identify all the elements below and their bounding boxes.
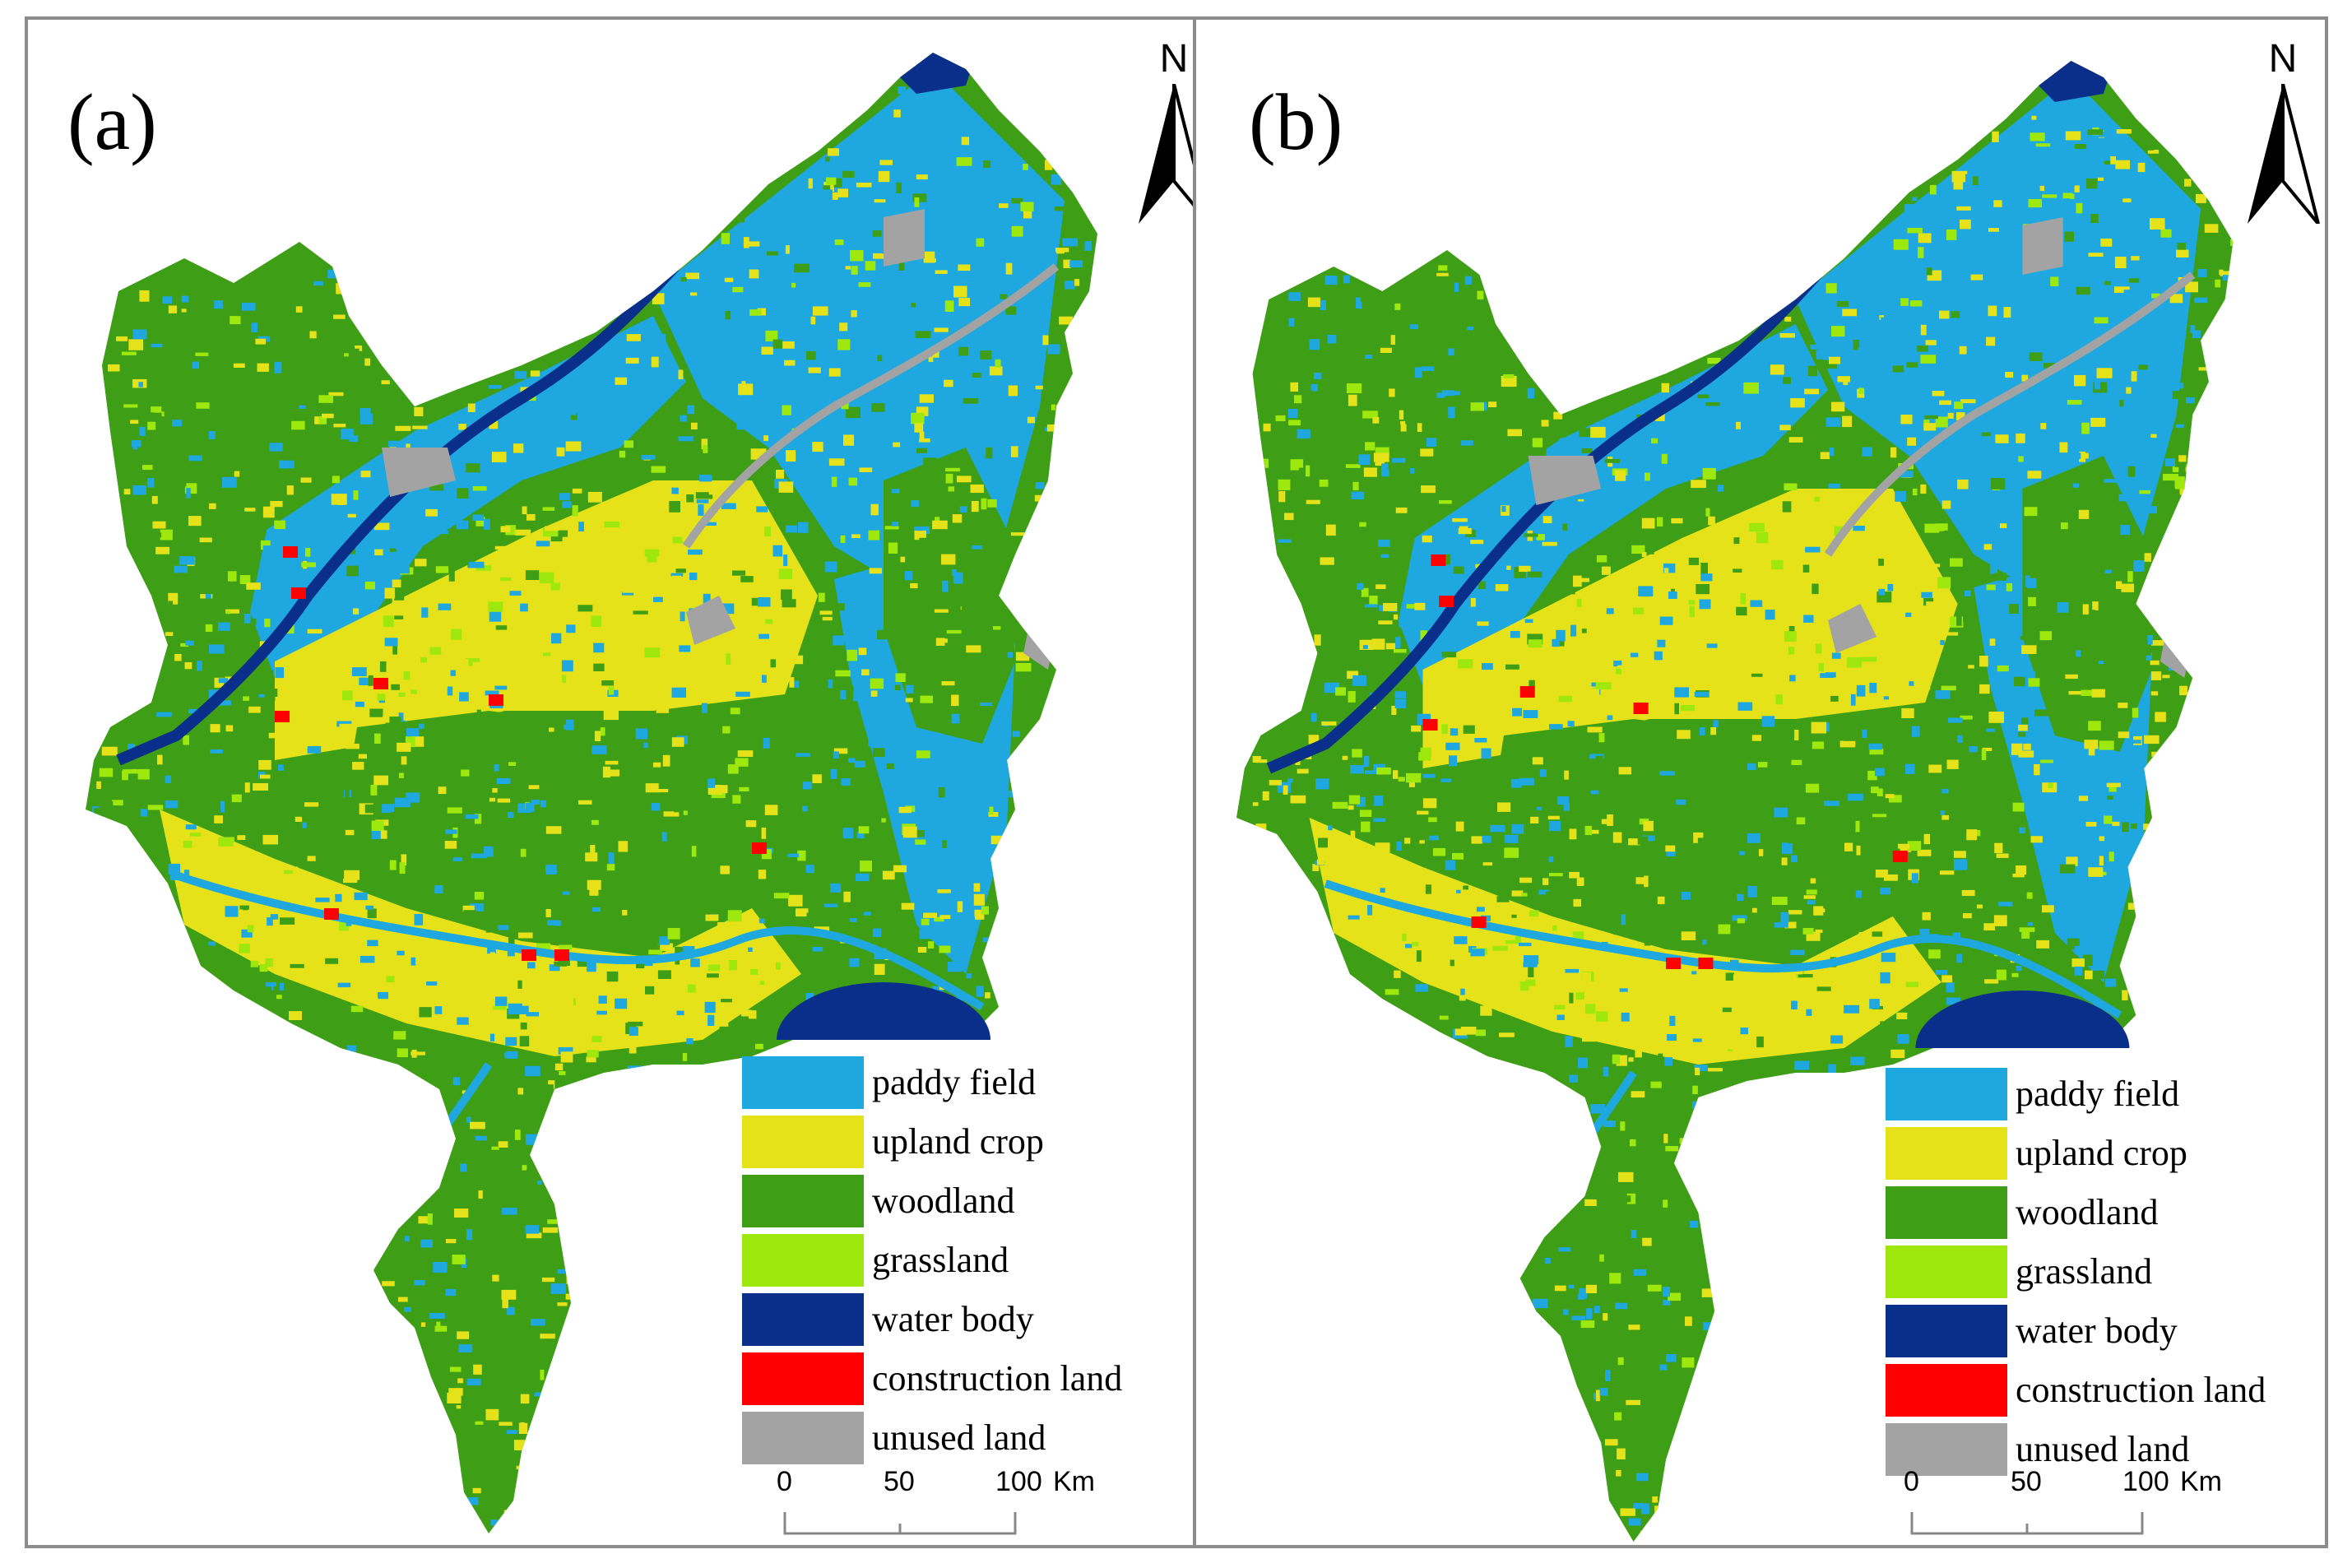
legend-label: paddy field (2016, 1074, 2180, 1114)
panel-label-b: (b) (1249, 78, 1343, 167)
legend-b: paddy field upland crop woodland grassla… (1886, 1068, 2325, 1482)
swatch-woodland (742, 1175, 864, 1227)
legend-item: paddy field (1886, 1068, 2325, 1127)
north-arrow-a: N (1129, 36, 1193, 225)
land-use-map-b (1236, 61, 2234, 1542)
legend-label: grassland (2016, 1251, 2153, 1292)
legend-item: paddy field (742, 1056, 1186, 1116)
scale-tick-100: 100 (2122, 1466, 2169, 1497)
swatch-upland-crop (1886, 1127, 2007, 1180)
legend-a: paddy field upland crop woodland grassla… (742, 1056, 1186, 1471)
legend-item: grassland (1886, 1246, 2325, 1305)
legend-label: woodland (2016, 1192, 2159, 1232)
swatch-unused-land (742, 1412, 864, 1464)
north-arrow-b: N (2238, 36, 2325, 225)
scale-bar-line (1910, 1512, 2144, 1535)
legend-label: upland crop (2016, 1133, 2187, 1173)
scale-unit: Km (1053, 1466, 1095, 1497)
legend-item: upland crop (1886, 1127, 2325, 1186)
north-arrow-icon (2248, 84, 2320, 224)
swatch-construction-land (1886, 1364, 2007, 1417)
map-panel-b: (b) N paddy field upland crop woodland g… (1193, 16, 2328, 1548)
legend-item: construction land (1886, 1364, 2325, 1423)
swatch-construction-land (742, 1352, 864, 1405)
swatch-upland-crop (742, 1116, 864, 1168)
land-use-map-a (86, 53, 1097, 1533)
scale-tick-50: 50 (2011, 1466, 2042, 1497)
map-panel-a: (a) N paddy field upland crop woodland g… (25, 16, 1196, 1548)
north-letter: N (2268, 37, 2298, 81)
legend-item: construction land (742, 1352, 1186, 1412)
legend-label: unused land (872, 1417, 1046, 1458)
legend-item: woodland (742, 1175, 1186, 1234)
north-letter: N (1159, 37, 1189, 81)
swatch-grassland (742, 1234, 864, 1287)
swatch-water-body (742, 1293, 864, 1346)
scale-bar-b: 0 50 100 Km (1904, 1466, 2222, 1545)
legend-label: unused land (2016, 1429, 2190, 1469)
scale-tick-0: 0 (1904, 1466, 1919, 1497)
legend-label: grassland (872, 1240, 1009, 1280)
north-arrow-icon (1139, 84, 1193, 224)
legend-item: upland crop (742, 1116, 1186, 1175)
scale-tick-100: 100 (995, 1466, 1042, 1497)
legend-label: upland crop (872, 1121, 1044, 1162)
scale-unit: Km (2180, 1466, 2222, 1497)
legend-label: paddy field (872, 1062, 1037, 1102)
swatch-paddy-field (1886, 1068, 2007, 1120)
swatch-water-body (1886, 1305, 2007, 1357)
swatch-paddy-field (742, 1056, 864, 1109)
legend-item: unused land (1886, 1423, 2325, 1482)
swatch-unused-land (1886, 1423, 2007, 1476)
legend-label: construction land (872, 1358, 1123, 1399)
scale-tick-50: 50 (884, 1466, 915, 1497)
panel-label-a: (a) (67, 78, 157, 167)
legend-label: water body (872, 1299, 1034, 1339)
scale-tick-0: 0 (777, 1466, 792, 1497)
legend-label: construction land (2016, 1370, 2266, 1410)
swatch-woodland (1886, 1186, 2007, 1239)
legend-item: woodland (1886, 1186, 2325, 1246)
swatch-grassland (1886, 1246, 2007, 1298)
legend-label: woodland (872, 1181, 1015, 1221)
legend-item: grassland (742, 1234, 1186, 1293)
legend-item: unused land (742, 1412, 1186, 1471)
legend-item: water body (742, 1293, 1186, 1352)
scale-bar-line (783, 1512, 1017, 1535)
scale-bar-a: 0 50 100 Km (777, 1466, 1095, 1545)
legend-item: water body (1886, 1305, 2325, 1364)
legend-label: water body (2016, 1311, 2178, 1351)
